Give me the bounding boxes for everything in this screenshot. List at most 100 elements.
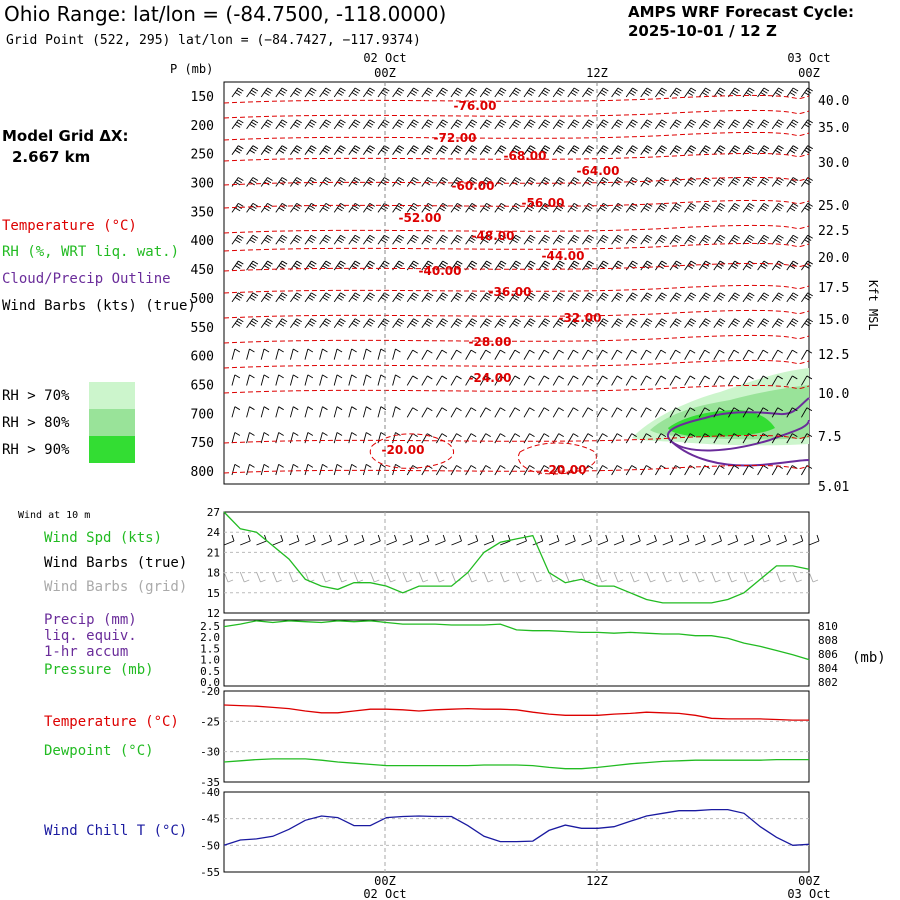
wind-barb-flag — [278, 92, 285, 96]
wind-barb — [290, 87, 302, 98]
height-tick-label: 20.0 — [818, 251, 849, 266]
wind-barb-flag — [544, 260, 551, 265]
wind-barb-flag — [484, 205, 491, 210]
wind-barb-flag — [280, 320, 286, 325]
wind-barb — [392, 463, 401, 476]
wind-barb-flag — [643, 181, 650, 186]
wind-barb — [348, 318, 361, 329]
wind-barb-flag — [500, 119, 507, 124]
wind-barb-flag — [278, 297, 285, 301]
wind-barb-staff — [596, 87, 604, 98]
wind-barb-flag — [351, 374, 357, 379]
wind-barb-flag — [556, 265, 562, 269]
wind-barb-staff — [275, 145, 283, 155]
wind-barb-staff — [757, 119, 765, 130]
wind-barb — [509, 375, 521, 386]
wind-barb-flag — [733, 349, 740, 354]
wind-barb-flag — [369, 318, 375, 323]
wind-barb-flag — [731, 123, 737, 128]
wind-barb — [290, 119, 302, 130]
wind-barb-flag — [338, 237, 345, 241]
wind-barb-flag — [252, 202, 259, 207]
wind-barb-flag — [340, 234, 346, 239]
wind-barb — [538, 234, 551, 245]
wind-barb-flag — [439, 322, 445, 327]
wind-barb-flag — [718, 237, 724, 241]
wind-barb-flag — [705, 260, 711, 265]
wind-barb-flag — [412, 375, 418, 380]
wind-barb-flag — [410, 92, 416, 96]
wind-barb-flag — [544, 292, 551, 297]
wind-barb-flag — [354, 260, 361, 265]
wind-barb — [552, 375, 564, 386]
wind-barb-flag — [500, 407, 506, 412]
wind-barb-staff — [231, 292, 239, 303]
wind-barb-flag — [439, 123, 445, 128]
surface-barb-true — [776, 540, 787, 546]
wind-barb-flag — [427, 318, 434, 323]
wind-barb-flag — [718, 262, 724, 267]
wind-barb-flag — [658, 149, 664, 154]
wind-barb-flag — [367, 320, 374, 325]
wind-barb — [625, 119, 638, 130]
wind-barb-flag — [705, 292, 711, 297]
wind-barb-staff — [231, 432, 236, 444]
wind-barb-flag — [457, 318, 463, 323]
wind-barb-flag — [674, 294, 680, 299]
wind-barb-staff — [567, 292, 575, 303]
wind-barb-flag — [369, 119, 375, 124]
wind-barb — [392, 318, 405, 329]
wind-barb-flag — [470, 465, 477, 469]
wind-barb-flag — [573, 234, 580, 239]
surface-barb-grid — [386, 571, 391, 583]
wind-barb-flag — [294, 121, 301, 126]
wind-barb-flag — [792, 318, 799, 323]
wind-barb-flag — [293, 92, 299, 96]
wind-barb-flag — [792, 260, 799, 265]
wind-barb-flag — [281, 292, 288, 297]
wind-barb-flag — [807, 145, 813, 150]
wind-barb-flag — [411, 89, 418, 94]
wind-barb — [523, 349, 535, 360]
wind-barb — [786, 234, 799, 245]
wind-barb — [246, 119, 259, 130]
wind-barb-flag — [731, 265, 737, 269]
wind-barb — [786, 349, 798, 360]
wind-barb-staff — [786, 292, 794, 303]
wind-barb-flag — [690, 177, 697, 181]
surface-barb-grid — [629, 571, 635, 583]
wind-barb-flag — [236, 294, 242, 299]
wind-barb-flag — [470, 320, 476, 325]
wind-barb-flag — [747, 147, 753, 152]
wind-barb-flag — [643, 123, 650, 128]
wind-barb-flag — [234, 265, 241, 269]
wind-barb-flag — [557, 205, 564, 210]
wind-barb-flag — [410, 297, 416, 301]
wind-barb-flag — [398, 260, 405, 265]
wind-barb-flag — [718, 121, 724, 126]
label-1hr-accum: 1-hr accum — [44, 644, 129, 660]
wind-barb-flag — [486, 260, 492, 265]
wind-barb — [713, 407, 725, 418]
wind-barb — [771, 234, 784, 245]
wind-barb-staff — [757, 234, 765, 245]
wind-barb-flag — [614, 297, 620, 301]
wind-barb-flag — [807, 119, 813, 124]
wind-barb-flag — [646, 177, 653, 181]
surface-barb-grid — [694, 571, 700, 583]
wind-barb-flag — [457, 145, 463, 150]
wind-barb-flag — [424, 207, 431, 212]
wind-barb-staff — [348, 234, 356, 245]
wind-barb-flag — [676, 87, 682, 92]
wind-barb-flag — [541, 239, 547, 244]
wind-barb-flag — [278, 149, 285, 154]
wind-barb-staff — [596, 433, 603, 444]
wind-barb-staff — [348, 292, 356, 303]
surface-barb-grid — [256, 571, 261, 583]
wind-barb-flag — [309, 89, 315, 94]
wind-barb — [552, 407, 564, 418]
wind-barb-flag — [471, 145, 478, 150]
wind-barb-flag — [234, 463, 241, 468]
wind-barb-flag — [616, 349, 623, 354]
wind-barb — [231, 374, 241, 386]
